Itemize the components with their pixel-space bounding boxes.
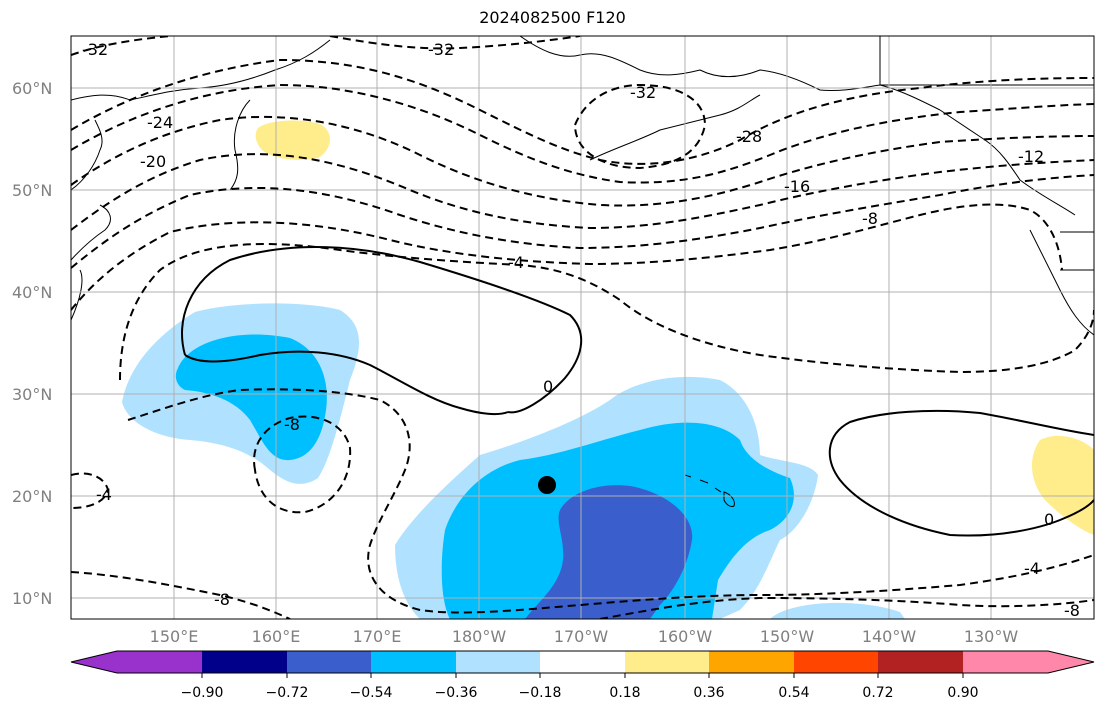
colorbar-segment: [540, 651, 625, 673]
lat-label: 10°N: [12, 589, 52, 608]
contour-m8-upper: [71, 203, 1063, 311]
gridlines: [71, 36, 1094, 619]
map-border: [70, 35, 1095, 620]
northern-border: [879, 36, 1094, 86]
alaska-coastline: [519, 36, 941, 161]
colorbar-tick-label: 0.54: [778, 685, 809, 701]
contour-label: -8: [284, 415, 300, 434]
colorbar-tick-label: 0.18: [609, 685, 640, 701]
contour-label: -32: [428, 40, 454, 59]
contour-m32-nw: [71, 36, 171, 56]
contour-m8-southeast: [599, 596, 1094, 619]
yellow-region-east: [1031, 435, 1094, 535]
contour-label: -28: [736, 127, 762, 146]
storm-center-dot: [538, 476, 556, 494]
colorbar-right-extension: [1048, 651, 1094, 673]
lat-label: 60°N: [12, 79, 52, 98]
colorbar-segment: [202, 651, 287, 673]
contour-label: -8: [214, 590, 230, 609]
colorbar-segment: [371, 651, 456, 673]
contour-m28: [71, 58, 1094, 165]
contour-label: -4: [508, 253, 524, 272]
contour-label-group: -32 -32 -32 -28 -24 -20 -16 -12 -8 -4 0 …: [82, 40, 1080, 620]
contour-label: -4: [1024, 559, 1040, 578]
contours-zero: [181, 246, 1094, 537]
contour-label: -32: [630, 83, 656, 102]
colorbar-segment: [709, 651, 794, 673]
lon-label: 180°W: [452, 627, 507, 646]
colorbar-tick-label: −0.72: [266, 685, 309, 701]
lon-label: 130°W: [964, 627, 1019, 646]
lon-label: 150°W: [760, 627, 815, 646]
light-blue-region-south: [770, 602, 905, 619]
contour-m8-south: [71, 571, 291, 619]
contours-negative: [71, 36, 1094, 619]
lon-label: 160°W: [658, 627, 713, 646]
colorbar-tick-label: 0.90: [947, 685, 978, 701]
colorbar-segment: [963, 651, 1048, 673]
royal-blue-region-central: [525, 485, 693, 619]
contour-m12: [71, 174, 1094, 269]
contour-m4-west: [127, 388, 1094, 614]
contour-m32-loop: [573, 83, 707, 170]
lon-label: 170°W: [554, 627, 609, 646]
contour-label: -8: [1064, 601, 1080, 620]
hawaii-islands: [684, 474, 735, 507]
colorbar-tick-label: 0.72: [862, 685, 893, 701]
yellow-region-north: [255, 120, 330, 160]
contour-m16: [71, 153, 1094, 231]
lon-label: 170°E: [353, 627, 402, 646]
colorbar-outline: [70, 650, 1095, 674]
contour-m20: [71, 115, 1094, 207]
colorbar-segment: [625, 651, 709, 673]
contour-zero-east: [828, 409, 1094, 537]
contour-m24: [71, 83, 1094, 184]
colorbar-segment: [794, 651, 878, 673]
colorbar-tick-label: 0.36: [693, 685, 724, 701]
colorbar: −0.90 −0.72 −0.54 −0.36 −0.18 0.18 0.36 …: [70, 650, 1095, 701]
lon-label: 160°E: [252, 627, 301, 646]
us-border: [1060, 231, 1094, 271]
colorbar-tick-label: −0.36: [435, 685, 478, 701]
contour-label: -20: [140, 152, 166, 171]
colorbar-left-extension: [71, 651, 117, 673]
colorbar-tick-label: −0.54: [350, 685, 393, 701]
contour-zero-west: [181, 246, 583, 414]
lat-label: 30°N: [12, 385, 52, 404]
contour-label: -4: [96, 485, 112, 504]
contour-label: 0: [543, 377, 553, 396]
colorbar-segment: [287, 651, 371, 673]
longitude-labels: 150°E 160°E 170°E 180°W 170°W 160°W 150°…: [150, 627, 1019, 646]
na-coastline: [939, 109, 1094, 336]
shading-layer: [122, 120, 1094, 619]
colorbar-ticks: [201, 673, 964, 678]
map-title: 2024082500 F120: [479, 8, 626, 27]
contour-zero-west-inner: [184, 350, 509, 416]
blue-region-west: [175, 334, 327, 461]
contour-label: -12: [1018, 147, 1044, 166]
contour-label: -24: [147, 113, 173, 132]
lat-label: 50°N: [12, 181, 52, 200]
colorbar-segment: [456, 651, 540, 673]
lon-label: 150°E: [150, 627, 199, 646]
contour-label: 0: [1044, 510, 1054, 529]
lon-label: 140°W: [862, 627, 917, 646]
colorbar-tick-label: −0.18: [519, 685, 562, 701]
contour-label: -8: [862, 209, 878, 228]
colorbar-segment: [117, 651, 202, 673]
lat-label: 40°N: [12, 283, 52, 302]
colorbar-tick-label: −0.90: [181, 685, 224, 701]
latitude-labels: 60°N 50°N 40°N 30°N 20°N 10°N: [12, 79, 52, 608]
contour-m4-small: [71, 472, 110, 509]
colorbar-segment: [878, 651, 963, 673]
contour-label: -16: [784, 177, 810, 196]
lat-label: 20°N: [12, 487, 52, 506]
contour-m32-top: [329, 36, 581, 50]
contour-label: -32: [82, 40, 108, 59]
contour-m8-west: [253, 415, 352, 514]
